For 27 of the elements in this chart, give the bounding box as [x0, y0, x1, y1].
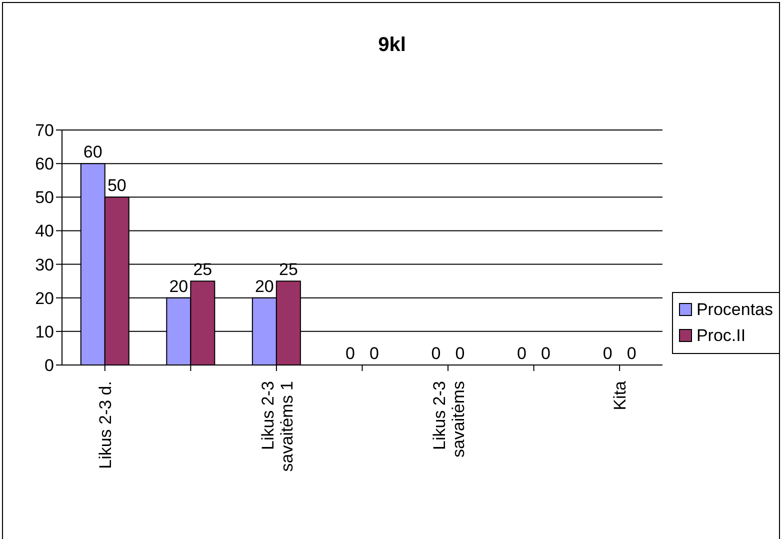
data-label: 0: [455, 344, 465, 363]
x-tick-label: Likus 2-3 d.: [96, 381, 115, 469]
legend-label: Procentas: [695, 298, 773, 320]
x-tick-label: Kita: [610, 380, 630, 410]
y-tick-label: 70: [35, 121, 54, 140]
data-label: 0: [541, 344, 551, 363]
data-label: 60: [83, 142, 102, 162]
x-tick-label: Likus 2-3 savaitėms 1: [258, 381, 296, 472]
data-label: 0: [517, 344, 527, 363]
y-tick-label: 10: [35, 322, 54, 342]
y-tick-label: 20: [35, 288, 54, 308]
data-label: 0: [626, 344, 636, 363]
data-label: 0: [370, 344, 379, 363]
y-tick-label: 60: [35, 154, 54, 174]
data-label: 0: [345, 344, 355, 363]
data-label: 0: [602, 344, 612, 363]
chart-title: 9kl: [377, 34, 407, 57]
y-tick-label: 40: [35, 222, 54, 241]
data-label: 50: [107, 176, 126, 196]
y-tick-label: 50: [35, 188, 54, 208]
data-label: 20: [169, 276, 188, 296]
x-tick-label: Likus 2-3 savaitėms: [430, 381, 468, 458]
data-label: 20: [254, 276, 274, 296]
legend-label: Proc.II: [695, 324, 747, 346]
y-tick-label: 0: [44, 356, 54, 376]
data-label: 0: [431, 344, 441, 363]
y-tick-label: 30: [35, 255, 54, 274]
